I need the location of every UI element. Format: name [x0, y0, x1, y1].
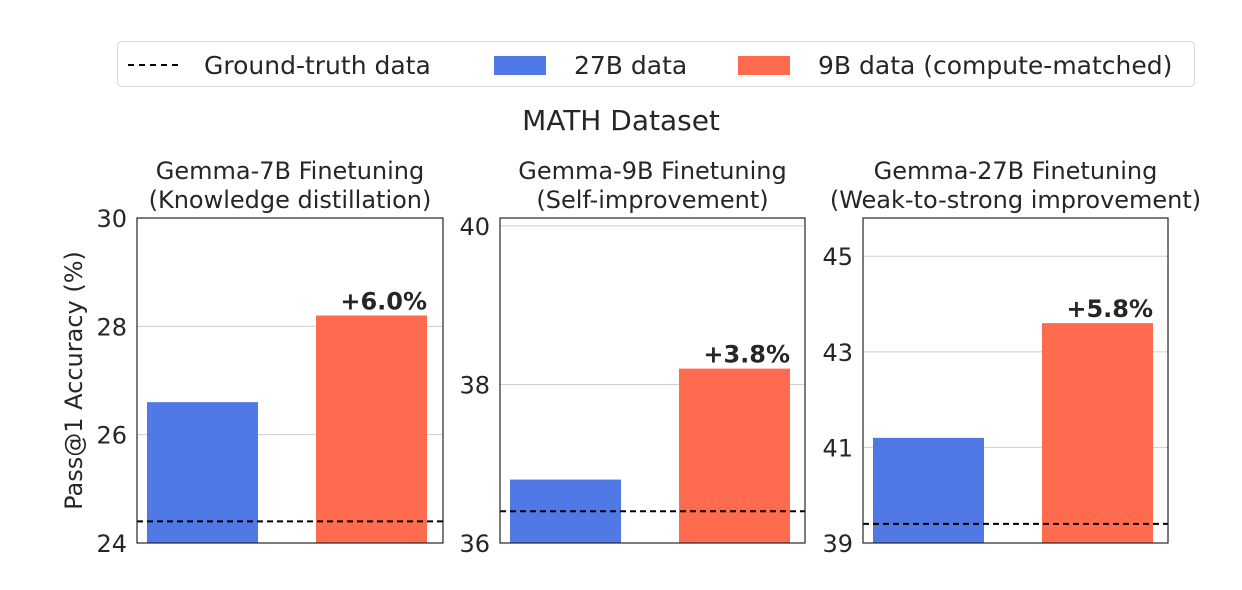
dashed-line-swatch: [128, 64, 178, 66]
figure-title: MATH Dataset: [522, 104, 720, 137]
panel-2-ytick-label: 36: [459, 530, 490, 558]
panel-1-bar-9b: [316, 315, 427, 543]
panel-1-ylabel: Pass@1 Accuracy (%): [60, 251, 88, 510]
panel-3-ytick-label: 39: [822, 530, 853, 558]
panel-3-bar-27b: [873, 437, 984, 543]
panel-1-axes-frame: [136, 217, 444, 544]
panel-2-title-line-1: Gemma-9B Finetuning: [518, 157, 787, 185]
panel-3-title-line-2: (Weak-to-strong improvement): [830, 186, 1201, 214]
legend-label-27b: 27B data: [574, 50, 688, 80]
panel-3-title-line-1: Gemma-27B Finetuning: [874, 157, 1158, 185]
panel-1-ytick-label: 24: [96, 530, 127, 558]
panel-1-bar-27b: [147, 402, 258, 543]
panel-1-title-line-1: Gemma-7B Finetuning: [156, 157, 425, 185]
orange-swatch: [738, 55, 790, 75]
panel-2-bar-9b: [679, 368, 790, 543]
panel-3-ytick-label: 45: [822, 243, 853, 271]
panel-1-ytick-label: 28: [96, 313, 127, 341]
panel-1-title-line-2: (Knowledge distillation): [149, 186, 432, 214]
panel-2-title-line-2: (Self-improvement): [536, 186, 768, 214]
panel-2-ytick-label: 40: [459, 213, 490, 241]
panel-1-ytick-label: 26: [96, 422, 127, 450]
panel-3-ytick-label: 43: [822, 339, 853, 367]
panel-2-ytick-label: 38: [459, 371, 490, 399]
panel-3-ytick-label: 41: [822, 434, 853, 462]
panel-3-axes-frame: [862, 217, 1169, 544]
legend-item-ground-truth: Ground-truth data: [128, 42, 431, 88]
legend-item-27b: 27B data: [494, 42, 687, 88]
blue-swatch: [494, 55, 546, 75]
panel-3-bar-9b: [1042, 323, 1153, 543]
legend-label-9b: 9B data (compute-matched): [818, 50, 1173, 80]
panel-2-axes-frame: [499, 217, 806, 544]
legend: Ground-truth data 27B data 9B data (comp…: [117, 41, 1195, 87]
legend-label-ground-truth: Ground-truth data: [204, 50, 431, 80]
legend-item-9b: 9B data (compute-matched): [738, 42, 1172, 88]
panel-1-improvement-label: +6.0%: [340, 288, 427, 316]
panel-1-ytick-label: 30: [96, 205, 127, 233]
panel-3-improvement-label: +5.8%: [1066, 295, 1153, 323]
panel-2-improvement-label: +3.8%: [703, 341, 790, 369]
